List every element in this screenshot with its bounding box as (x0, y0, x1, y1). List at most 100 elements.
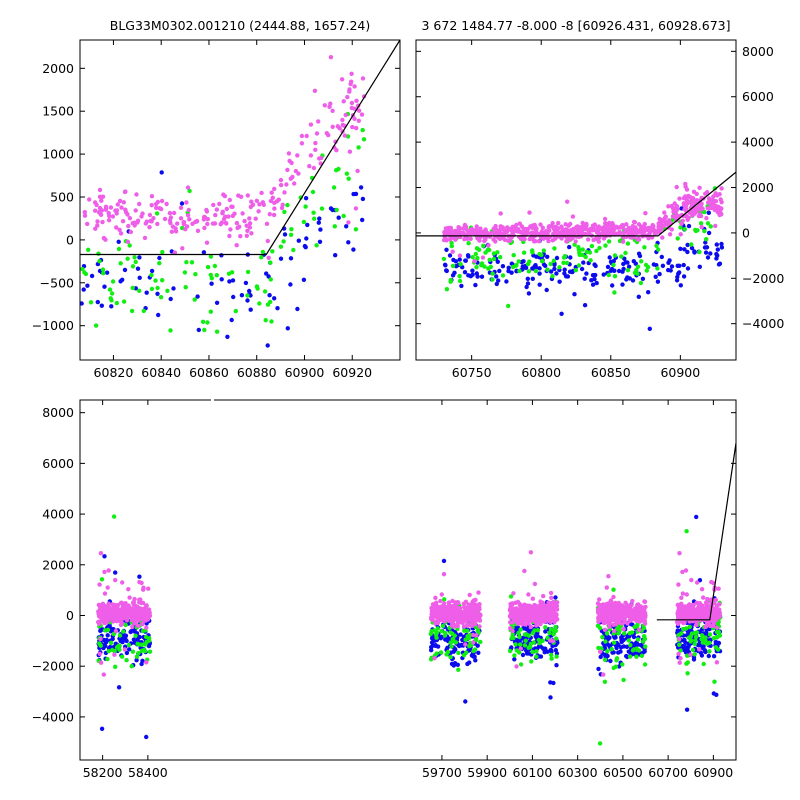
green-point (121, 299, 127, 304)
magenta-point (545, 235, 550, 241)
green-point (677, 642, 682, 647)
magenta-point (474, 633, 479, 638)
green-point (516, 259, 521, 264)
blue-point (455, 662, 460, 667)
magenta-point (627, 604, 632, 609)
y-tick-label: −1000 (32, 318, 74, 333)
magenta-point (330, 124, 335, 129)
green-point (444, 287, 450, 292)
magenta-point (82, 210, 88, 215)
magenta-point (137, 610, 142, 615)
magenta-point (278, 182, 284, 188)
blue-point (243, 280, 249, 286)
magenta-point (125, 212, 130, 217)
green-point (353, 227, 359, 232)
green-point (714, 629, 720, 635)
x-tick-label: 59900 (467, 765, 507, 780)
x-tick-label: 60860 (189, 365, 229, 380)
magenta-point (467, 592, 472, 598)
magenta-point (227, 233, 232, 239)
magenta-point (554, 607, 560, 612)
green-point (712, 186, 718, 191)
magenta-point (268, 198, 274, 204)
green-point (695, 228, 700, 233)
green-point (583, 254, 588, 260)
green-point (551, 632, 556, 637)
green-point (701, 661, 706, 667)
magenta-point (123, 207, 128, 212)
blue-point (248, 307, 253, 312)
green-point (449, 243, 454, 249)
green-point (155, 285, 160, 291)
magenta-point (689, 577, 694, 583)
green-point (117, 647, 122, 652)
magenta-point (468, 612, 473, 618)
magenta-point (528, 624, 534, 630)
blue-point (705, 255, 711, 260)
magenta-point (536, 239, 542, 244)
magenta-point (507, 226, 513, 232)
magenta-point (124, 618, 130, 623)
blue-point (538, 644, 543, 649)
green-point (471, 648, 476, 654)
magenta-point (697, 203, 703, 209)
blue-point (264, 271, 269, 276)
green-point (491, 251, 497, 256)
magenta-point (457, 253, 463, 258)
magenta-point (712, 610, 717, 615)
top-right-model-line (416, 171, 737, 237)
magenta-point (694, 580, 700, 585)
magenta-point (616, 600, 621, 606)
green-point (517, 634, 522, 640)
blue-point (509, 261, 514, 266)
green-point (600, 635, 605, 640)
green-point (93, 323, 99, 328)
green-point (490, 271, 495, 276)
magenta-point (284, 182, 289, 187)
green-point (554, 636, 559, 641)
blue-point (682, 247, 687, 252)
top-left-axes-frame (79, 39, 401, 361)
blue-point (317, 239, 323, 244)
y-tick-label: −500 (40, 275, 74, 290)
magenta-point (680, 603, 685, 609)
magenta-point (312, 88, 318, 94)
green-point (692, 641, 697, 647)
magenta-point (448, 603, 453, 609)
green-point (110, 647, 115, 653)
magenta-point (560, 227, 565, 232)
magenta-point (140, 211, 145, 216)
magenta-point (690, 213, 695, 218)
green-point (543, 625, 548, 630)
green-point (684, 661, 689, 666)
green-point (132, 255, 137, 260)
x-tick-label: 60300 (558, 765, 598, 780)
x-tick-label: 60800 (521, 365, 561, 380)
magenta-point (473, 621, 478, 627)
blue-point (146, 643, 152, 649)
green-point (278, 244, 284, 249)
y-tick-label: −2000 (742, 271, 784, 286)
magenta-point (201, 214, 207, 220)
green-point (208, 309, 213, 314)
green-point (214, 273, 219, 278)
blue-point (328, 206, 334, 211)
magenta-point (227, 197, 232, 203)
magenta-point (290, 174, 295, 180)
magenta-point (95, 219, 100, 224)
green-point (456, 667, 461, 672)
blue-point (102, 554, 107, 559)
magenta-point (346, 220, 351, 225)
blue-point (351, 191, 356, 197)
green-point (136, 651, 141, 656)
y-tick-label: 8000 (42, 405, 74, 420)
green-point (523, 638, 528, 643)
magenta-point (287, 158, 292, 164)
green-point (356, 145, 361, 150)
magenta-point (704, 606, 710, 611)
green-point (346, 176, 351, 181)
magenta-point (111, 619, 116, 624)
top-left-x-ticks: 60820 60840 60860 60880 60900 60920 (94, 40, 372, 380)
magenta-point (455, 624, 460, 629)
magenta-point (238, 234, 243, 239)
